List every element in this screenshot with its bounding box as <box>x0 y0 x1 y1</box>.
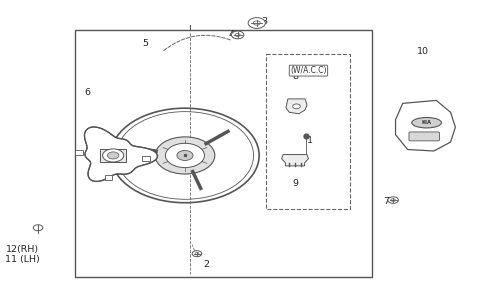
Text: 11 (LH): 11 (LH) <box>5 255 40 264</box>
Text: 6: 6 <box>84 89 90 97</box>
Bar <box>105 176 112 180</box>
Bar <box>100 149 126 162</box>
Text: KIA: KIA <box>421 120 432 125</box>
Text: 2: 2 <box>204 260 210 269</box>
Circle shape <box>33 225 43 231</box>
Text: 12(RH): 12(RH) <box>5 245 38 254</box>
Ellipse shape <box>412 118 442 128</box>
Circle shape <box>192 251 202 257</box>
Text: 9: 9 <box>293 179 299 188</box>
Polygon shape <box>286 99 307 114</box>
Text: 7: 7 <box>384 197 390 206</box>
Ellipse shape <box>111 108 259 203</box>
Text: 8: 8 <box>293 72 299 81</box>
Bar <box>75 150 83 155</box>
Circle shape <box>155 137 215 174</box>
Circle shape <box>103 149 124 162</box>
Text: 1: 1 <box>307 136 313 145</box>
Circle shape <box>248 18 265 28</box>
Circle shape <box>293 104 300 109</box>
Circle shape <box>108 152 119 159</box>
Circle shape <box>231 31 244 39</box>
Circle shape <box>177 150 193 161</box>
Bar <box>75 30 372 277</box>
Bar <box>142 156 150 161</box>
Polygon shape <box>84 127 157 181</box>
Bar <box>266 54 350 209</box>
Text: 5: 5 <box>142 39 148 48</box>
Circle shape <box>388 197 398 203</box>
Text: 3: 3 <box>262 17 268 26</box>
Text: (W/A.C.C): (W/A.C.C) <box>290 66 327 75</box>
Circle shape <box>166 143 204 168</box>
Polygon shape <box>396 100 456 151</box>
Text: 10: 10 <box>417 47 429 56</box>
FancyBboxPatch shape <box>409 132 440 141</box>
Text: 4: 4 <box>228 30 234 39</box>
Polygon shape <box>282 155 309 166</box>
